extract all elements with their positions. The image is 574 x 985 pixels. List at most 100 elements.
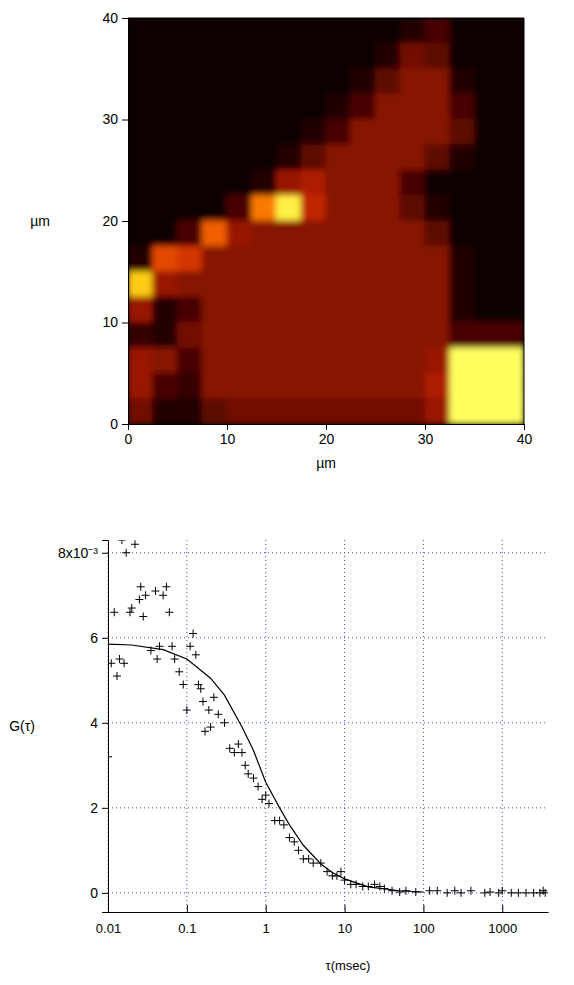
heatmap-cell [375,347,401,373]
heatmap-cell [425,94,451,120]
y-axis-tick-mark [102,723,108,724]
heatmap-cell [202,347,228,373]
y-axis-tick: 2 [90,800,108,816]
heatmap-cell [276,18,302,44]
data-point [197,685,205,693]
data-point [290,838,298,846]
heatmap-cell [251,43,277,69]
data-point [241,761,249,769]
heatmap-cell [227,18,253,44]
heatmap-cell [177,18,203,44]
y-axis-tick-label: 40 [102,10,118,26]
x-axis-tick: 10 [220,424,236,447]
heatmap-cell [375,195,401,221]
heatmap-cell [350,119,376,145]
y-axis-line [102,541,109,913]
x-axis: 0.010.11101001000 [96,905,549,936]
y-axis-tick: 10 [102,314,128,330]
data-point [135,596,143,604]
frame-top [128,18,524,19]
heatmap-cell [326,119,352,145]
heatmap-cell [449,297,475,323]
heatmap-cell [177,43,203,69]
heatmap-cell [326,94,352,120]
data-point [495,889,503,897]
heatmap-cell [276,398,302,424]
x-axis: 010203040 [125,424,533,447]
heatmap-cell [276,246,302,272]
data-point [426,887,434,895]
data-point [153,655,161,663]
data-point [467,887,475,895]
heatmap-cell [301,297,327,323]
heatmap-cell [227,271,253,297]
heatmap-cell [326,373,352,399]
heatmap-cell [326,43,352,69]
data-point [522,889,530,897]
heatmap-cell [251,373,277,399]
heatmap-cell [425,221,451,247]
y-axis: 010203040 [102,10,128,432]
heatmap-cell [425,18,451,44]
heatmap-cell [375,373,401,399]
y-axis-title: G(τ) [9,718,35,734]
heatmap-cell [301,347,327,373]
x-axis-tick-mark [524,424,525,430]
heatmap-cell [301,195,327,221]
heatmap-cell [301,119,327,145]
heatmap-cell [474,94,500,120]
data-point [309,859,317,867]
y-axis-tick-label: 8x10⁻³ [58,545,98,561]
grid-line-y [108,552,548,553]
heatmap-cell [128,68,153,94]
x-axis-tick-mark [502,905,503,912]
heatmap-cell [276,170,302,196]
plot-background [128,18,524,424]
data-point [294,846,302,854]
data-point [249,774,257,782]
heatmap-cell [202,398,228,424]
heatmap-cell [177,347,203,373]
heatmap-cell [499,373,524,399]
heatmap-cell [202,170,228,196]
heatmap-cell [425,297,451,323]
heatmap-cell [400,68,426,94]
heatmap-cell [128,144,153,170]
heatmap-cell [326,398,352,424]
x-axis-tick-mark [345,905,346,912]
heatmap-cell [449,271,475,297]
x-axis-tick: 40 [517,424,533,447]
x-axis-tick-mark [326,424,327,430]
heatmap-cell [499,94,524,120]
heatmap-cell [177,398,203,424]
heatmap-cell [425,170,451,196]
heatmap-cell [177,322,203,348]
heatmap-cell [251,170,277,196]
data-point [457,889,465,897]
heatmap-cell [227,43,253,69]
x-axis-tick-label: 0.1 [178,921,196,936]
heatmap-cell [499,18,524,44]
y-axis-tick-label: 6 [90,630,98,646]
heatmap-cell [449,43,475,69]
heatmap-cell [152,373,178,399]
data-point [451,887,459,895]
y-axis: 02468x10⁻³ [58,541,109,913]
heatmap-cell [128,271,153,297]
heatmap-cell [326,347,352,373]
heatmap-cell [375,322,401,348]
data-point [210,693,218,701]
heatmap-cell [375,246,401,272]
heatmap-cell [128,119,153,145]
heatmap-cell [251,246,277,272]
heatmap-cell [128,195,153,221]
heatmap-cell [276,221,302,247]
heatmap-cell [425,373,451,399]
grid-line-y [108,807,548,808]
data-point [254,783,262,791]
x-axis-line [109,912,549,913]
heatmap-cell [128,221,153,247]
y-axis-tick-mark [122,323,128,324]
heatmap-cell [301,94,327,120]
heatmap-cell [251,144,277,170]
